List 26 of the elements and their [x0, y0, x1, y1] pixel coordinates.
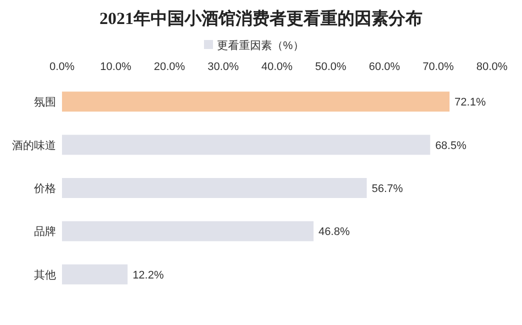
y-tick-label: 品牌 — [34, 226, 56, 238]
bar — [62, 178, 367, 198]
y-tick-label: 酒的味道 — [12, 138, 56, 152]
bar — [62, 221, 314, 242]
x-tick-label: 30.0% — [208, 61, 240, 73]
data-label: 68.5% — [435, 140, 467, 152]
x-tick-label: 50.0% — [315, 61, 347, 73]
data-label: 56.7% — [372, 183, 404, 195]
data-label: 12.2% — [132, 269, 164, 282]
bar — [62, 264, 128, 284]
x-tick-label: 20.0% — [154, 61, 186, 73]
y-tick-label: 氛围 — [34, 96, 56, 109]
bar — [62, 134, 430, 155]
chart-title: 2021年中国小酒馆消费者更看重的因素分布 — [100, 9, 422, 28]
legend-label: 更看重因素（%） — [217, 39, 304, 52]
bar — [62, 92, 450, 112]
x-tick-label: 60.0% — [368, 61, 400, 73]
x-tick-label: 10.0% — [100, 61, 132, 73]
x-tick-label: 0.0% — [49, 61, 75, 73]
x-tick-label: 70.0% — [422, 61, 454, 73]
x-tick-label: 80.0% — [476, 61, 508, 73]
data-label: 72.1% — [454, 96, 486, 109]
data-label: 46.8% — [318, 226, 350, 238]
y-tick-label: 价格 — [33, 183, 56, 195]
y-tick-label: 其他 — [34, 268, 56, 282]
x-tick-label: 40.0% — [261, 61, 293, 73]
